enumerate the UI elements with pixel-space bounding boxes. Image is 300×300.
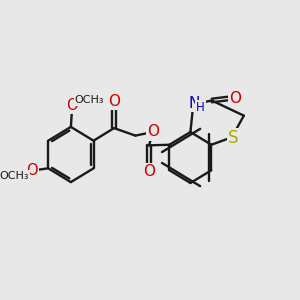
Text: O: O	[229, 91, 241, 106]
Text: O: O	[26, 163, 38, 178]
Text: OCH₃: OCH₃	[75, 95, 104, 105]
Text: O: O	[108, 94, 120, 109]
Text: O: O	[143, 164, 155, 179]
Text: O: O	[67, 98, 78, 113]
Text: S: S	[228, 129, 238, 147]
Text: N: N	[188, 96, 200, 111]
Text: H: H	[196, 101, 205, 114]
Text: O: O	[147, 124, 159, 140]
Text: OCH₃: OCH₃	[0, 171, 29, 181]
Text: O: O	[147, 124, 159, 140]
